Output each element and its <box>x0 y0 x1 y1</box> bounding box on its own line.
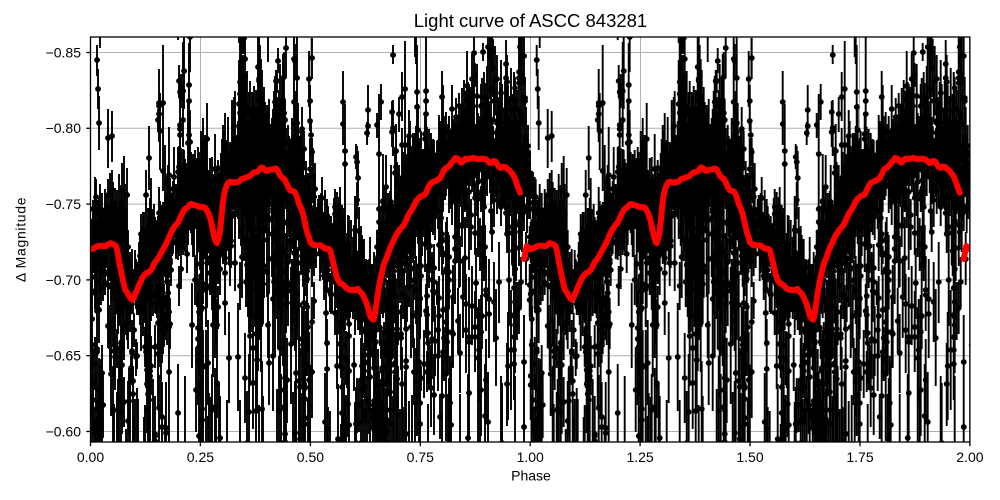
svg-text:−0.70: −0.70 <box>46 272 82 288</box>
svg-text:1.00: 1.00 <box>517 449 544 465</box>
svg-text:−0.80: −0.80 <box>46 120 82 136</box>
svg-text:Light curve of ASCC 843281: Light curve of ASCC 843281 <box>414 10 647 31</box>
svg-text:−0.75: −0.75 <box>46 196 82 212</box>
svg-text:−0.65: −0.65 <box>46 348 82 364</box>
svg-text:Phase: Phase <box>511 468 551 484</box>
svg-text:−0.60: −0.60 <box>46 423 82 439</box>
svg-text:1.75: 1.75 <box>846 449 873 465</box>
svg-text:2.00: 2.00 <box>956 449 983 465</box>
svg-text:1.25: 1.25 <box>626 449 653 465</box>
svg-text:0.75: 0.75 <box>407 449 434 465</box>
svg-text:0.25: 0.25 <box>187 449 214 465</box>
svg-text:0.50: 0.50 <box>297 449 324 465</box>
svg-text:1.50: 1.50 <box>736 449 763 465</box>
svg-text:0.00: 0.00 <box>77 449 104 465</box>
svg-text:Δ Magnitude: Δ Magnitude <box>13 197 29 282</box>
svg-text:−0.85: −0.85 <box>46 44 82 60</box>
